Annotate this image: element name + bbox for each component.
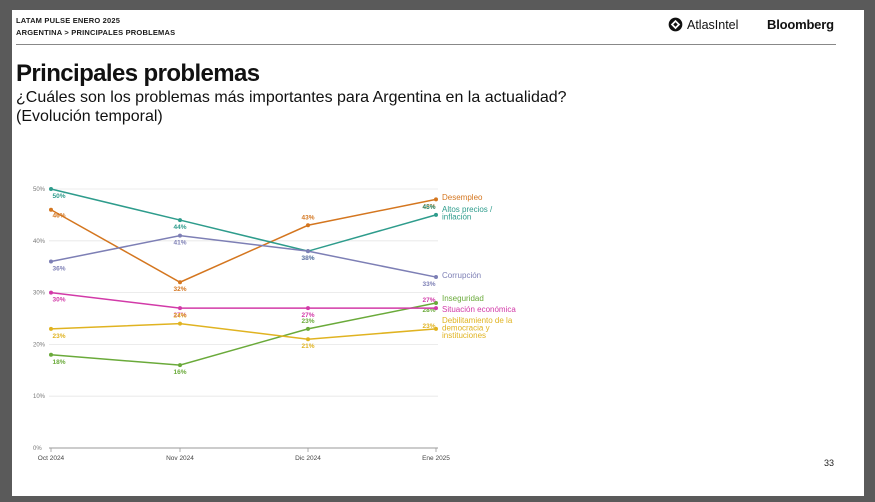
- data-label: 23%: [52, 333, 65, 340]
- data-point: [434, 300, 438, 305]
- data-point: [434, 197, 438, 202]
- atlasintel-logo: AtlasIntel: [668, 17, 738, 32]
- series-line: [50, 302, 437, 366]
- data-point: [306, 337, 310, 342]
- slide: [12, 10, 864, 496]
- data-label: 24%: [173, 313, 186, 320]
- data-point: [434, 212, 438, 217]
- data-label: 48%: [422, 203, 435, 210]
- data-label: 23%: [422, 323, 435, 330]
- report-title: LATAM PULSE ENERO 2025: [16, 16, 121, 25]
- data-label: 23%: [301, 318, 314, 325]
- data-point: [49, 187, 53, 191]
- data-label: 43%: [301, 214, 314, 221]
- series-label-line: Corrupción: [442, 271, 481, 280]
- page-subtitle: ¿Cuáles son los problemas más importante…: [16, 88, 776, 126]
- data-label: 28%: [422, 307, 435, 314]
- series-line: [50, 198, 437, 284]
- data-point: [178, 363, 182, 368]
- data-label: 38%: [301, 255, 314, 262]
- y-tick-label: 50%: [33, 187, 46, 193]
- data-point: [178, 233, 182, 238]
- data-label: 46%: [52, 213, 65, 220]
- data-label: 50%: [52, 193, 65, 200]
- atlasintel-icon: [668, 17, 683, 32]
- series-label-line: Desempleo: [442, 193, 483, 202]
- series-label-line: instituciones: [442, 331, 486, 340]
- series-label: Desempleo: [442, 193, 483, 202]
- subtitle-line-1: ¿Cuáles son los problemas más importante…: [16, 89, 567, 106]
- y-tick-label: 20%: [33, 342, 46, 348]
- data-point: [178, 218, 182, 223]
- page-number: 33: [824, 458, 835, 468]
- data-label: 30%: [52, 297, 65, 304]
- y-tick-label: 30%: [33, 291, 46, 297]
- series-label: Debilitamiento de la democracia y instituc…: [442, 316, 513, 340]
- series-line: [50, 322, 437, 340]
- series-label: Altos precios / inflación: [442, 205, 493, 222]
- data-point: [178, 306, 182, 311]
- series-label-line: Altos precios /: [442, 205, 493, 214]
- data-label: 44%: [173, 224, 186, 231]
- y-tick-label: 40%: [33, 239, 46, 245]
- data-point: [434, 306, 438, 311]
- data-label: 45%: [422, 204, 435, 211]
- series-label: Corrupción: [442, 271, 481, 280]
- y-tick-label: 0%: [33, 446, 42, 452]
- data-point: [178, 280, 182, 285]
- data-point: [434, 326, 438, 331]
- bloomberg-logo: Bloomberg: [767, 17, 834, 32]
- header-divider: [16, 44, 836, 45]
- series-label-line: inflación: [442, 213, 471, 222]
- data-label: 27%: [301, 312, 314, 319]
- data-label: 27%: [422, 297, 435, 304]
- data-label: 27%: [173, 312, 186, 319]
- data-label: 32%: [173, 286, 186, 293]
- data-point: [49, 352, 53, 357]
- subtitle-line-2: (Evolución temporal): [16, 108, 163, 125]
- data-point: [178, 321, 182, 326]
- series-label-line: democracia y: [442, 324, 490, 333]
- data-point: [434, 275, 438, 280]
- series-label-line: Situación económica: [442, 305, 516, 314]
- data-point: [49, 259, 53, 264]
- data-point: [49, 290, 53, 295]
- series-label: Inseguridad: [442, 294, 484, 303]
- series-label-line: Debilitamiento de la: [442, 316, 513, 325]
- data-label: 16%: [173, 369, 186, 376]
- x-tick-label: Dic 2024: [295, 455, 321, 462]
- data-point: [306, 306, 310, 311]
- data-label: 36%: [52, 266, 65, 273]
- data-label: 18%: [52, 359, 65, 366]
- data-point: [49, 326, 53, 331]
- y-tick-label: 10%: [33, 394, 46, 400]
- data-label: 33%: [422, 281, 435, 288]
- atlasintel-wordmark: AtlasIntel: [687, 17, 739, 32]
- data-point: [306, 326, 310, 331]
- data-point: [306, 249, 310, 254]
- series-line: [50, 188, 437, 252]
- page-title: Principales problemas: [16, 60, 260, 87]
- series-label-line: Inseguridad: [442, 294, 484, 303]
- breadcrumb: ARGENTINA > PRINCIPALES PROBLEMAS: [16, 28, 176, 37]
- data-point: [49, 207, 53, 212]
- x-tick-label: Ene 2025: [422, 455, 450, 462]
- data-label: 21%: [301, 343, 314, 350]
- x-tick-label: Oct 2024: [38, 455, 65, 462]
- series-line: [50, 291, 436, 309]
- series-label: Situación económica: [442, 305, 516, 314]
- data-label: 38%: [301, 255, 314, 262]
- x-tick-label: Nov 2024: [166, 455, 194, 462]
- data-label: 41%: [173, 240, 186, 247]
- data-point: [306, 223, 310, 228]
- series-line: [50, 234, 437, 278]
